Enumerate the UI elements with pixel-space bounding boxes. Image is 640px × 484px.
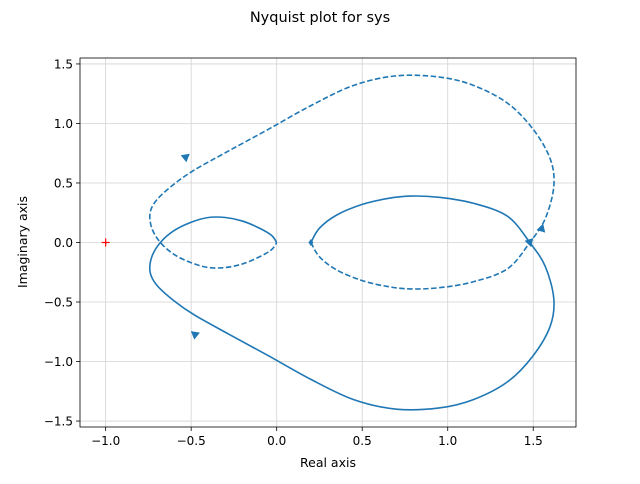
y-tick-label: −0.5	[44, 296, 73, 310]
start-marker	[308, 239, 314, 246]
direction-arrow	[180, 153, 190, 163]
y-tick-label: 0.5	[54, 176, 73, 190]
y-tick-label: −1.0	[44, 355, 73, 369]
y-tick-label: 0.0	[54, 236, 73, 250]
y-tick-label: 1.0	[54, 117, 73, 131]
nyquist-curve-solid	[148, 195, 555, 411]
direction-arrow	[536, 223, 546, 233]
x-tick-label: 0.0	[267, 434, 286, 448]
x-tick-label: −1.0	[91, 434, 120, 448]
nyquist-curve-dashed	[148, 74, 555, 290]
y-tick-label: 1.5	[54, 57, 73, 71]
chart-title: Nyquist plot for sys	[250, 10, 390, 26]
direction-arrow	[190, 331, 200, 340]
plot-area	[101, 74, 555, 411]
x-tick-label: −0.5	[177, 434, 206, 448]
ticks: −1.0 −0.5 0.0 0.5 1.0 1.5 −1.5 −1.0 −0.5 0.0 0.5 1.…	[44, 57, 543, 448]
y-tick-label: −1.5	[44, 415, 73, 429]
y-axis-label: Imaginary axis	[15, 196, 30, 288]
x-tick-label: 1.5	[524, 434, 543, 448]
x-tick-label: 1.0	[438, 434, 457, 448]
grid	[80, 58, 576, 427]
x-tick-label: 0.5	[353, 434, 372, 448]
x-axis-label: Real axis	[300, 455, 356, 470]
